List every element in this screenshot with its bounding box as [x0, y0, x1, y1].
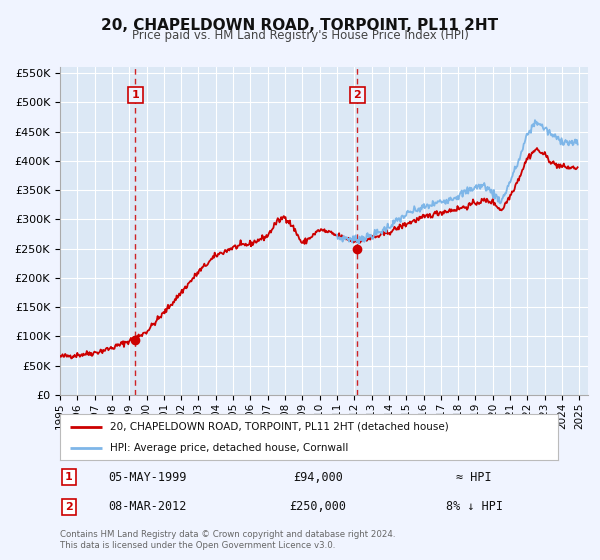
Text: 2: 2	[353, 90, 361, 100]
Text: This data is licensed under the Open Government Licence v3.0.: This data is licensed under the Open Gov…	[60, 541, 335, 550]
Text: HPI: Average price, detached house, Cornwall: HPI: Average price, detached house, Corn…	[110, 443, 348, 453]
Text: 1: 1	[131, 90, 139, 100]
Text: 8% ↓ HPI: 8% ↓ HPI	[445, 500, 503, 514]
Text: £250,000: £250,000	[290, 500, 347, 514]
Text: £94,000: £94,000	[293, 470, 343, 484]
Text: Price paid vs. HM Land Registry's House Price Index (HPI): Price paid vs. HM Land Registry's House …	[131, 29, 469, 42]
Text: 20, CHAPELDOWN ROAD, TORPOINT, PL11 2HT: 20, CHAPELDOWN ROAD, TORPOINT, PL11 2HT	[101, 18, 499, 33]
Text: ≈ HPI: ≈ HPI	[456, 470, 492, 484]
Text: 08-MAR-2012: 08-MAR-2012	[108, 500, 186, 514]
Text: 2: 2	[65, 502, 73, 512]
Text: Contains HM Land Registry data © Crown copyright and database right 2024.: Contains HM Land Registry data © Crown c…	[60, 530, 395, 539]
Text: 1: 1	[65, 472, 73, 482]
Text: 20, CHAPELDOWN ROAD, TORPOINT, PL11 2HT (detached house): 20, CHAPELDOWN ROAD, TORPOINT, PL11 2HT …	[110, 422, 449, 432]
Text: 05-MAY-1999: 05-MAY-1999	[108, 470, 186, 484]
